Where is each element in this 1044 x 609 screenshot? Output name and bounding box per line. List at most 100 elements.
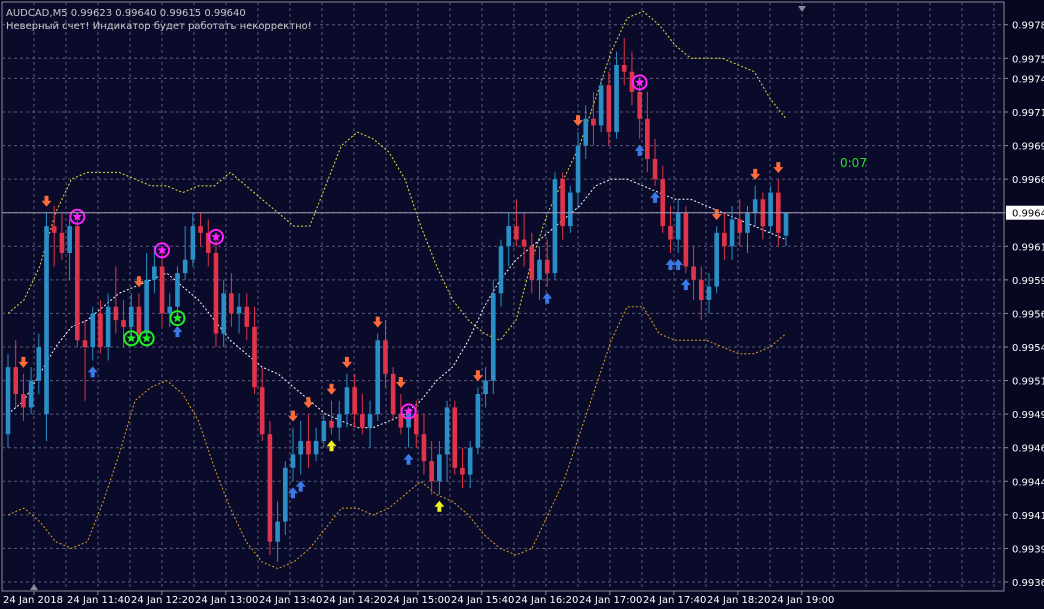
candle (383, 320, 388, 388)
candle-body (383, 340, 388, 374)
star-shape (126, 333, 136, 343)
candle (490, 279, 496, 394)
sell-arrow-icon-shape (395, 377, 406, 388)
candle-body (544, 259, 550, 274)
candle-body (529, 246, 535, 280)
candle-body (267, 434, 273, 542)
candle (668, 206, 673, 253)
star-shape (157, 245, 167, 255)
star-shape (403, 406, 414, 416)
candle (321, 414, 327, 448)
candle (437, 441, 442, 495)
star-shape (72, 211, 83, 221)
candle-body (668, 226, 673, 240)
candle-body (51, 226, 57, 233)
candle (113, 266, 119, 334)
candle-body (105, 306, 111, 347)
time-tick-label: 24 Jan 14:20 (323, 595, 386, 606)
candle-body (298, 441, 304, 455)
candle-body (467, 447, 473, 475)
candle (244, 293, 250, 341)
candle (167, 293, 173, 327)
candle-body (514, 226, 519, 240)
sell-arrow-icon-shape (711, 209, 722, 221)
sell-arrow-icon (341, 356, 352, 368)
candle (252, 306, 257, 394)
candle-body (390, 373, 396, 415)
candle (722, 212, 727, 260)
time-axis[interactable]: 24 Jan 2018 24 Jan 11:40 24 Jan 12:20 24 Ja… (3, 591, 834, 606)
sell-arrow-icon (395, 377, 406, 388)
candle-body (621, 65, 627, 72)
candle (44, 212, 49, 441)
price-tick-label: 0.99465 (1012, 444, 1044, 455)
buy-arrow-alt-icon (326, 440, 337, 452)
candle (236, 293, 242, 334)
candle-body (144, 279, 149, 334)
buy-arrow-icon (288, 487, 299, 499)
candle-body (159, 266, 165, 314)
bollinger-bands (7, 10, 787, 570)
candle (460, 447, 465, 488)
candle-body (729, 219, 735, 247)
candle-body (290, 454, 296, 468)
price-tick-label: 0.99565 (1012, 309, 1044, 320)
candle (205, 219, 211, 267)
bar-timer: 0:07 (840, 156, 867, 170)
sell-arrow-icon (18, 356, 29, 368)
candle-body (344, 387, 350, 415)
buy-arrow-icon-shape (680, 279, 691, 291)
candle (367, 400, 373, 448)
candle (660, 165, 666, 233)
candle-body (313, 441, 319, 455)
candle (675, 199, 681, 253)
candle (290, 427, 296, 482)
candle-body (722, 232, 727, 247)
time-tick-label: 24 Jan 13:00 (195, 595, 258, 606)
candle-body (329, 420, 334, 428)
candle (90, 306, 96, 361)
star-magenta-icon (400, 403, 417, 420)
candle (514, 199, 519, 247)
candle (313, 427, 319, 462)
time-tick-label: 24 Jan 17:40 (643, 595, 706, 606)
candle-body (136, 306, 142, 334)
buy-arrow-icon (673, 259, 684, 270)
candle-body (444, 407, 450, 455)
candle (537, 246, 542, 300)
candle (128, 293, 134, 341)
candle (144, 253, 149, 341)
signal-markers (18, 74, 784, 512)
scroll-marker-icon[interactable] (30, 584, 38, 590)
candle-body (683, 212, 689, 267)
sell-arrow-icon-shape (341, 356, 352, 368)
candle-body (21, 394, 26, 408)
candle-body (452, 407, 458, 468)
candle (390, 367, 396, 421)
buy-arrow-icon (650, 191, 661, 203)
candle-body (375, 340, 381, 415)
candle-body (67, 226, 72, 253)
upper-band-line (7, 10, 787, 341)
candle-body (113, 306, 119, 321)
candle-body (336, 414, 342, 428)
candle (59, 212, 65, 260)
candle (729, 206, 735, 260)
buy-arrow-icon-shape (665, 259, 676, 270)
candlesticks (5, 38, 789, 562)
candle-body (768, 192, 773, 227)
shift-marker-icon[interactable] (798, 6, 806, 12)
star-ring (138, 330, 155, 347)
candle-body (652, 159, 658, 180)
candle (683, 206, 689, 274)
candle-body (583, 118, 589, 146)
buy-arrow-icon-shape (172, 326, 183, 338)
buy-arrow-icon-shape (673, 259, 684, 270)
candle-body (360, 414, 365, 428)
candle-body (190, 226, 196, 260)
